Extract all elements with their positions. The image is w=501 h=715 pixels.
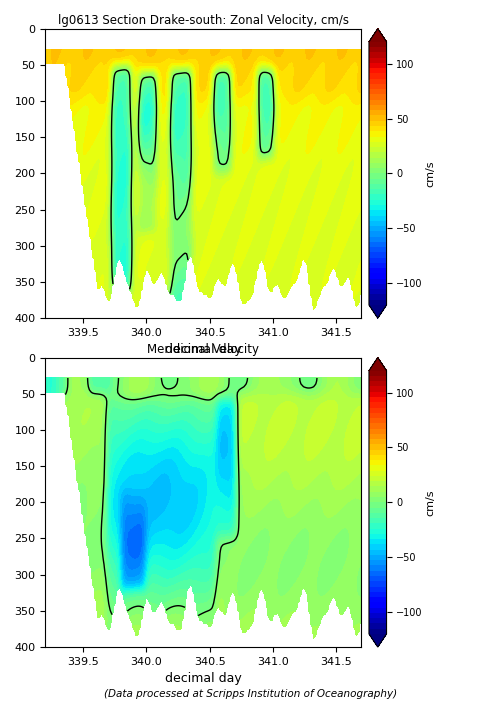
- Title: lg0613 Section Drake-south: Zonal Velocity, cm/s: lg0613 Section Drake-south: Zonal Veloci…: [58, 14, 348, 27]
- Text: (Data processed at Scripps Institution of Oceanography): (Data processed at Scripps Institution o…: [104, 689, 397, 699]
- Title: Meridional Velocity: Meridional Velocity: [147, 343, 259, 356]
- PathPatch shape: [368, 634, 386, 647]
- Y-axis label: cm/s: cm/s: [425, 160, 435, 187]
- Y-axis label: cm/s: cm/s: [425, 489, 435, 516]
- X-axis label: decimal day: decimal day: [165, 343, 241, 357]
- PathPatch shape: [368, 305, 386, 318]
- PathPatch shape: [368, 358, 386, 370]
- PathPatch shape: [368, 29, 386, 41]
- X-axis label: decimal day: decimal day: [165, 672, 241, 686]
